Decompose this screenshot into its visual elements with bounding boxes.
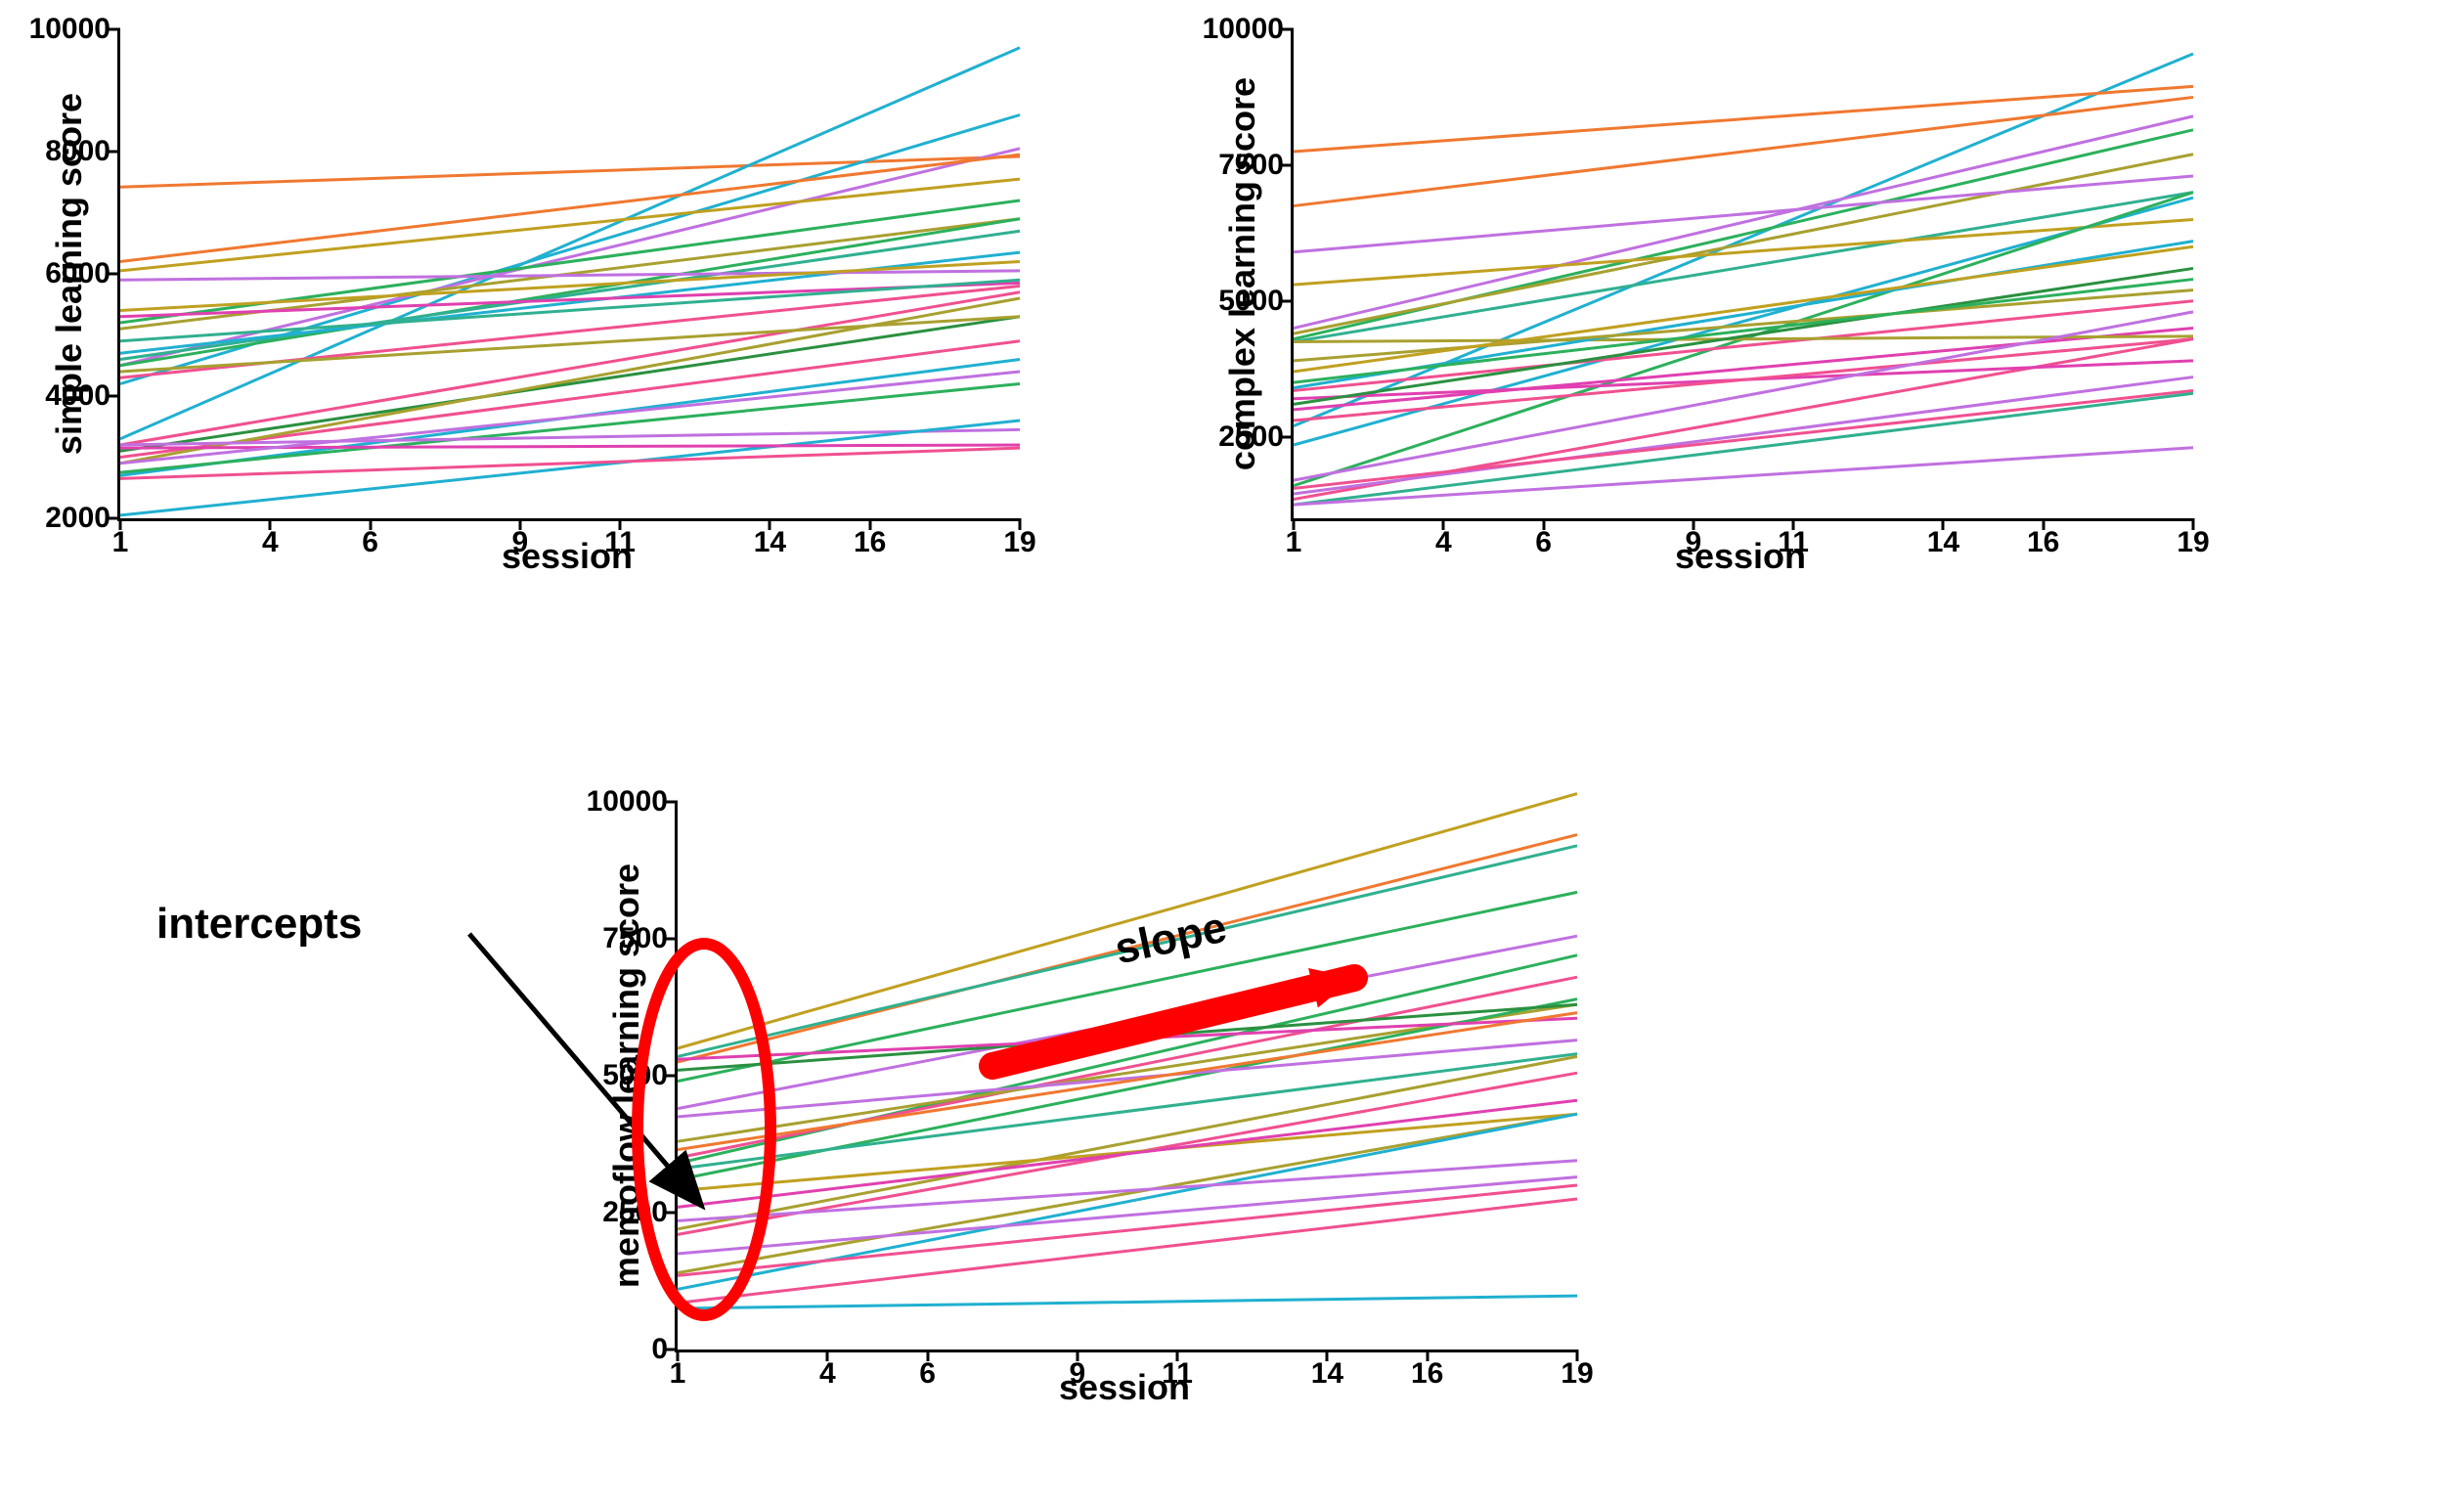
figure-root: 146911141619200040006000800010000 sessio… (0, 0, 2464, 1505)
annotation-slope-arrow (0, 0, 2464, 1505)
